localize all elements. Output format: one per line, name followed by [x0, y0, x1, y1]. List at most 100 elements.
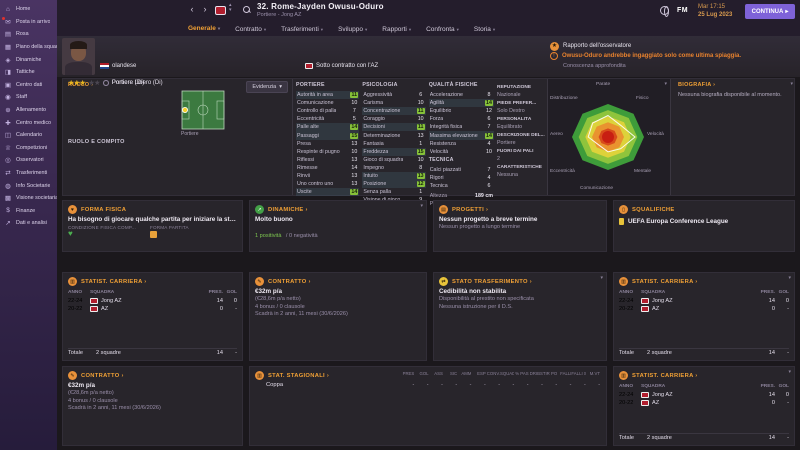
radar-axis-label: Fisico [636, 96, 649, 101]
sidebar-item-label: Visione societaria [16, 195, 57, 202]
competition-label[interactable]: Coppa [266, 382, 284, 388]
sidebar-item-finanze[interactable]: $ Finanze [0, 205, 57, 218]
sidebar-item-dati-e-analisi[interactable]: ↗ Dati e analisi [0, 217, 57, 230]
sidebar-item-label: Staff [16, 94, 27, 101]
sidebar-item-visione-societaria[interactable]: ▩ Visione societaria [0, 192, 57, 205]
career-stats-panel[interactable]: ▥ STATIST. CARRIERA › ANNO SQUADRA PRES. GOL… [62, 272, 243, 361]
chevron-down-icon[interactable]: ▾ [664, 81, 667, 87]
chevron-down-icon[interactable]: ▾ [790, 81, 793, 87]
career-table-row[interactable]: 22-24 Jong AZ 14 0 [68, 297, 237, 304]
info-label: DESCRIZIONE DEL... [497, 133, 545, 138]
dynamics-positive: 1 positività [255, 233, 282, 239]
attribute-row: Rimesse 14 [297, 164, 358, 171]
dof-instruction: Nessuna istruzione per il D.S. [439, 303, 513, 310]
condition-block: CONDIZIONE FISICA COMP... ♥ [68, 225, 136, 238]
season-stats-panel[interactable]: ▥ STAT. STAGIONALI › PRES GOL ASS SIC AMM ESP C… [249, 366, 607, 446]
fitness-panel[interactable]: ♥ FORMA FISICA Ha bisogno di giocare qual… [62, 200, 243, 252]
column-header: QUALITÀ FISICHE [428, 82, 478, 88]
nav-back-button[interactable]: ‹ [190, 4, 194, 14]
sidebar-item-tattiche[interactable]: ◨ Tattiche [0, 66, 57, 79]
career-stats-panel[interactable]: ▾ ▥ STATIST. CARRIERA › ANNO SQUADRA PRES. G… [613, 272, 795, 361]
tab-confronta[interactable]: Confronta ▾ [426, 26, 459, 33]
cycle-player-arrows[interactable]: ▴ ▾ [229, 2, 232, 13]
transfer-status-panel[interactable]: ▾ ⇄ STATO TRASFERIMENTO › Cedibilità non … [433, 272, 607, 361]
tab-sviluppo[interactable]: Sviluppo ▾ [338, 26, 368, 33]
contract-expiry: Scadrà in 2 anni, 11 mesi (30/6/2026) [255, 311, 348, 317]
info-label: PIEDE PREFER... [497, 101, 537, 106]
tab-trasferimenti[interactable]: Trasferimenti ▾ [281, 26, 324, 33]
radar-axis-label: Velocità [647, 132, 664, 137]
tab-rapporti[interactable]: Rapporti ▾ [382, 26, 412, 33]
career-table-row[interactable]: 20-22 AZ 0- [619, 306, 789, 313]
info-label: FUORI DAI PALI [497, 149, 534, 154]
sidebar-item-info-societarie[interactable]: ◍ Info Societarie [0, 179, 57, 192]
sidebar-item-rosa[interactable]: ▤ Rosa [0, 28, 57, 41]
nav-forward-button[interactable]: › [203, 4, 207, 14]
plans-header: PROGETTI › [452, 206, 489, 213]
sidebar-item-icon: ▤ [4, 31, 12, 39]
dynamics-panel[interactable]: ▾ ↗ DINAMICHE › Molto buono 1 positività … [249, 200, 427, 252]
sidebar-item-allenamento[interactable]: ⊕ Allenamento [0, 104, 57, 117]
tab-storia[interactable]: Storia ▾ [473, 26, 496, 33]
sidebar-item-centro-medico[interactable]: ✚ Centro medico [0, 116, 57, 129]
sidebar-item-dinamiche[interactable]: ◈ Dinamiche [0, 53, 57, 66]
career-stats-header: STATIST. CARRIERA › [632, 278, 698, 285]
contract-net: (€28,6m p/a netto) [68, 390, 114, 396]
position-caption: Portiere [181, 131, 199, 137]
sidebar-item-posta-in-arrivo[interactable]: ✉ Posta in arrivo [0, 16, 57, 29]
sidebar-item-centro-dati[interactable]: ▣ Centro dati [0, 79, 57, 92]
career-table-row[interactable]: 22-24 Jong AZ 14 0 [619, 391, 789, 398]
tab-contratto[interactable]: Contratto ▾ [235, 26, 267, 33]
attribute-row: Rigori 4 [429, 174, 491, 181]
chevron-down-icon: ▾ [217, 25, 221, 31]
career-stats-icon: ▥ [619, 277, 628, 286]
sidebar-item-icon: ⌂ [6, 5, 10, 13]
sidebar-item-competizioni[interactable]: ♕ Competizioni [0, 142, 57, 155]
info-item: CARATTERISTICHE Nessuna [497, 165, 545, 178]
sidebar-item-icon: $ [6, 207, 10, 215]
chevron-down-icon[interactable]: ▾ [788, 369, 791, 375]
career-stats-panel[interactable]: ▾ ▥ STATIST. CARRIERA › ANNO SQUADRA PRES. G… [613, 366, 795, 446]
scout-report-summary[interactable]: ★ Rapporto dell'osservatore ! Owusu-Oduro … [550, 41, 796, 71]
highlight-dropdown[interactable]: Evidenzia ▾ [246, 81, 288, 93]
season-stat-column: ESP [477, 371, 486, 376]
sidebar-item-staff[interactable]: ◉ Staff [0, 91, 57, 104]
season-stat-value: - [426, 382, 429, 388]
club-crest-icon [641, 306, 649, 313]
search-icon[interactable] [243, 6, 250, 13]
sidebar-item-trasferimenti[interactable]: ⇄ Trasferimenti [0, 167, 57, 180]
plans-panel[interactable]: ▤ PROGETTI › Nessun progetto a breve term… [433, 200, 607, 252]
season-stat-column: SIC [449, 371, 458, 376]
contract-panel[interactable]: ✎ CONTRATTO › €32m p/a (€28,6m p/a netto)… [62, 366, 243, 446]
world-icon[interactable] [660, 6, 669, 17]
sidebar-item-label: Competizioni [16, 144, 48, 151]
career-table-row[interactable]: 22-24 Jong AZ 14 0 [619, 297, 789, 304]
career-table-row[interactable]: 20-22 AZ 0- [68, 306, 237, 313]
chevron-down-icon[interactable]: ▾ [420, 203, 423, 209]
sidebar-item-home[interactable]: ⌂ Home [0, 3, 57, 16]
contract-panel[interactable]: ✎ CONTRATTO › €32m p/a (€28,6m p/a netto)… [249, 272, 427, 361]
info-value: Solo Destro [497, 107, 525, 114]
role-panel-header[interactable]: RUOLO › [68, 82, 94, 88]
sidebar-item-osservatori[interactable]: ◎ Osservatori [0, 154, 57, 167]
chevron-down-icon[interactable]: ▾ [788, 275, 791, 281]
short-term-plan: Nessun progetto a breve termine [439, 216, 538, 223]
attribute-row: Eccentricità 5 [297, 116, 356, 123]
career-table-row[interactable]: 20-22 AZ 0- [619, 400, 789, 407]
biography-header[interactable]: BIOGRAFIA › [678, 82, 716, 88]
chevron-down-icon[interactable]: ▾ [600, 275, 603, 281]
sidebar-item-calendario[interactable]: ◫ Calendario [0, 129, 57, 142]
attribute-row: Presa 13 [297, 140, 358, 147]
club-crest-icon[interactable] [215, 6, 226, 15]
role-row[interactable]: ★★★ ★★ Portiere (Di) [68, 79, 144, 87]
continue-button[interactable]: CONTINUA ▸ [745, 4, 795, 19]
sidebar-item-piano-della-squadra[interactable]: ▦ Piano della squadra [0, 41, 57, 54]
attribute-row: Coraggio 10 [363, 116, 424, 123]
scout-star-icon: ★ [550, 41, 559, 51]
radar-axis-label: Eccentricità [550, 169, 575, 174]
star-rating-filled: ★★★ [68, 80, 86, 87]
sidebar-item-icon: ▩ [4, 195, 12, 203]
attribute-row: Autorità in area 11 [296, 91, 360, 100]
role-duty-header: RUOLO E COMPITO [68, 139, 125, 145]
suspensions-panel[interactable]: ▯ SQUALIFICHE UEFA Europa Conference Leag… [613, 200, 795, 252]
